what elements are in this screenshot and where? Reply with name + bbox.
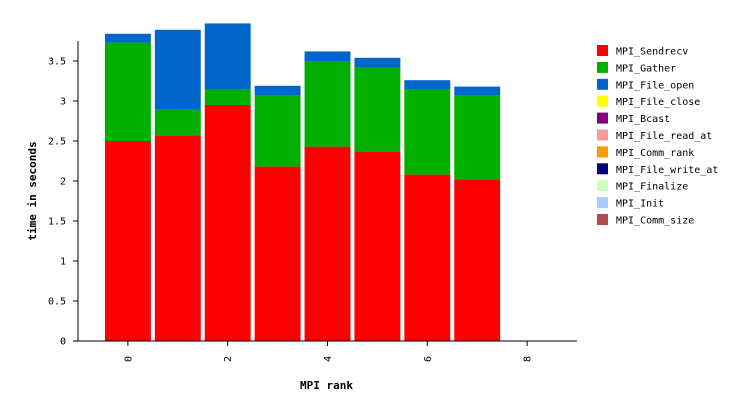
bar-rank-4-mpi-sendrecv: [304, 146, 351, 341]
y-tick-label: 3.5: [48, 57, 66, 68]
y-tick-label: 2.5: [48, 137, 66, 148]
bar-rank-1-mpi-sendrecv: [154, 135, 201, 341]
x-ticks: 0 2 4 6 8: [123, 341, 534, 362]
legend-label-mpi-file-close: MPI_File_close: [616, 97, 700, 108]
bar-rank-0-mpi-file-open: [104, 33, 151, 43]
bar-rank-1-mpi-gather: [154, 109, 201, 136]
y-ticks: 0 0.5 1 1.5 2 2.5 3 3.5: [48, 57, 78, 348]
legend-label-mpi-bcast: MPI_Bcast: [616, 114, 670, 125]
legend-swatch-mpi-comm-size: [597, 214, 608, 225]
bar-rank-6-mpi-file-open: [404, 80, 451, 89]
x-axis-title: MPI rank: [300, 379, 353, 392]
bar-rank-4-mpi-file-open: [304, 51, 351, 62]
y-tick-label: 2: [60, 177, 66, 188]
legend-swatch-mpi-bcast: [597, 112, 608, 124]
y-tick-label: 1: [60, 257, 66, 268]
bar-rank-6-mpi-gather: [404, 89, 451, 175]
x-tick-label: 0: [123, 356, 134, 362]
bar-rank-3-mpi-file-open: [254, 85, 301, 96]
bar-rank-2-mpi-gather: [204, 89, 251, 105]
legend-label-mpi-finalize: MPI_Finalize: [616, 182, 688, 193]
bar-rank-3-mpi-sendrecv: [254, 166, 301, 341]
bar-rank-0-mpi-gather: [104, 42, 151, 141]
legend-label-mpi-file-read-at: MPI_File_read_at: [616, 131, 712, 142]
x-tick-label: 4: [323, 356, 334, 362]
legend-swatch-mpi-file-open: [597, 78, 608, 90]
x-tick-label: 6: [423, 356, 434, 362]
legend-label-mpi-comm-rank: MPI_Comm_rank: [616, 148, 694, 159]
bar-rank-1-mpi-file-open: [154, 29, 201, 110]
legend-label-mpi-sendrecv: MPI_Sendrecv: [616, 47, 688, 58]
legend: MPI_Sendrecv MPI_Gather MPI_File_open MPI_F…: [597, 45, 718, 227]
legend-label-mpi-file-write-at: MPI_File_write_at: [616, 165, 718, 176]
legend-swatch-mpi-init: [597, 197, 608, 209]
legend-label-mpi-comm-size: MPI_Comm_size: [616, 216, 694, 227]
legend-label-mpi-file-open: MPI_File_open: [616, 80, 694, 91]
legend-swatch-mpi-gather: [597, 61, 608, 73]
legend-swatch-mpi-file-write-at: [597, 163, 608, 175]
legend-label-mpi-gather: MPI_Gather: [616, 63, 676, 74]
legend-swatch-mpi-file-read-at: [597, 129, 608, 141]
bar-rank-3-mpi-gather: [254, 95, 301, 167]
y-tick-label: 0.5: [48, 297, 66, 308]
bar-rank-2-mpi-sendrecv: [204, 105, 251, 341]
legend-swatch-mpi-sendrecv: [597, 45, 608, 56]
bar-rank-5-mpi-file-open: [354, 57, 401, 68]
bar-rank-5-mpi-sendrecv: [354, 151, 401, 341]
bar-rank-0-mpi-sendrecv: [104, 141, 151, 341]
bar-rank-4-mpi-gather: [304, 61, 351, 147]
y-tick-label: 3: [60, 97, 66, 108]
legend-swatch-mpi-comm-rank: [597, 146, 608, 158]
bar-rank-7-mpi-sendrecv: [454, 179, 501, 341]
legend-swatch-mpi-finalize: [597, 180, 608, 192]
legend-swatch-mpi-file-close: [597, 95, 608, 107]
bar-rank-2-mpi-file-open: [204, 23, 251, 89]
y-tick-label: 0: [60, 337, 66, 348]
x-tick-label: 8: [523, 356, 534, 362]
y-tick-label: 1.5: [48, 217, 66, 228]
bar-rank-6-mpi-sendrecv: [404, 174, 451, 341]
bars-layer: [104, 23, 501, 341]
y-axis-title: time in seconds: [26, 141, 39, 240]
bar-rank-7-mpi-gather: [454, 95, 501, 180]
bar-rank-7-mpi-file-open: [454, 86, 501, 96]
legend-label-mpi-init: MPI_Init: [616, 199, 664, 210]
x-tick-label: 2: [223, 356, 234, 362]
bar-rank-5-mpi-gather: [354, 67, 401, 152]
